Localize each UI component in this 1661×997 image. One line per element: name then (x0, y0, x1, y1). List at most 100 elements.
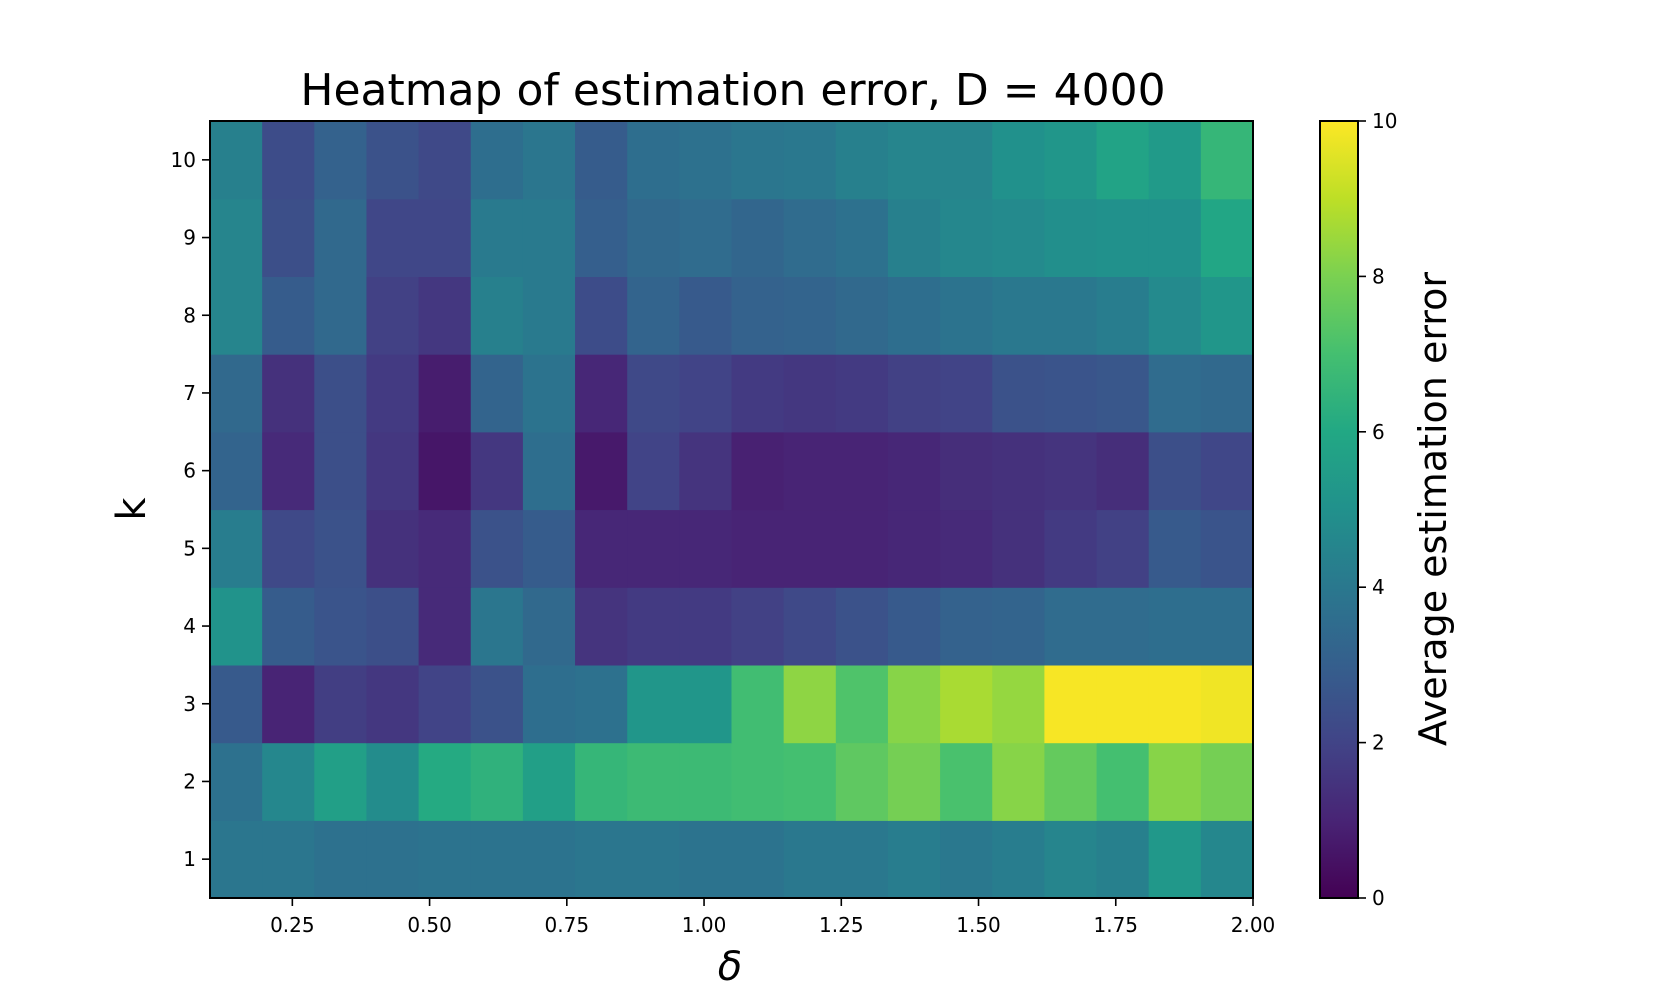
heatmap-cell (835, 354, 889, 433)
heatmap-cell (1148, 509, 1202, 588)
x-tick-label: 0.75 (545, 913, 590, 937)
heatmap-cell (262, 509, 315, 588)
heatmap-cell (783, 431, 837, 511)
heatmap-cell (887, 276, 941, 355)
heatmap-cell (1148, 587, 1202, 666)
heatmap-cell (262, 431, 315, 511)
heatmap-cell (679, 509, 733, 588)
heatmap-cell (366, 198, 420, 277)
heatmap-cell (210, 509, 263, 588)
colorbar (1319, 120, 1359, 899)
heatmap-cell (314, 509, 368, 588)
y-tick-label: 1 (183, 847, 196, 871)
heatmap-cell (835, 820, 889, 899)
heatmap-cell (835, 276, 889, 355)
heatmap-cell (1044, 587, 1098, 666)
colorbar-tick-label: 2 (1372, 731, 1385, 755)
y-tick-label: 6 (183, 459, 196, 483)
heatmap-cell (1148, 276, 1202, 355)
heatmap-cell (627, 509, 680, 588)
heatmap-cell (575, 587, 628, 666)
x-tick-label: 1.50 (956, 913, 1001, 937)
x-tick-label: 0.25 (270, 913, 315, 937)
heatmap-cell (835, 664, 889, 744)
heatmap-cell (210, 276, 263, 355)
heatmap-cell (314, 276, 368, 355)
heatmap-cell (366, 354, 420, 433)
heatmap-cell (262, 820, 315, 899)
heatmap-cell (522, 121, 576, 200)
heatmap-cell (992, 121, 1045, 200)
heatmap-cell (783, 276, 837, 355)
colorbar-axis: 0 2 4 6 8 10 (1358, 109, 1397, 910)
heatmap-cell (418, 509, 472, 588)
heatmap-cell (262, 664, 315, 744)
heatmap-cell (679, 354, 733, 433)
heatmap-cell (887, 820, 941, 899)
heatmap-cell (418, 587, 472, 666)
heatmap-cell (470, 354, 524, 433)
heatmap-cell (522, 276, 576, 355)
heatmap-cell (627, 820, 680, 899)
heatmap-cell (1096, 276, 1150, 355)
heatmap-cell (992, 354, 1045, 433)
heatmap-cell (1200, 198, 1254, 277)
heatmap-cell (1044, 121, 1098, 200)
heatmap-cell (992, 198, 1045, 277)
heatmap-cell (1096, 121, 1150, 200)
heatmap-cell (783, 509, 837, 588)
heatmap-cell (210, 354, 263, 433)
heatmap-cell (366, 509, 420, 588)
heatmap-cell (783, 742, 837, 821)
heatmap-cell (314, 121, 368, 200)
heatmap-cell (1200, 587, 1254, 666)
heatmap-cell (679, 121, 733, 200)
heatmap-cell (731, 121, 785, 200)
heatmap-cell (366, 664, 420, 744)
heatmap-cell (470, 431, 524, 511)
heatmap-cell (522, 509, 576, 588)
heatmap-cell (731, 509, 785, 588)
heatmap-cell (940, 276, 993, 355)
heatmap-cell (262, 198, 315, 277)
heatmap-cell (1148, 121, 1202, 200)
heatmap-cell (627, 664, 680, 744)
colorbar-tick-label: 4 (1372, 575, 1385, 599)
heatmap-cell (992, 820, 1045, 899)
heatmap-cell (1096, 820, 1150, 899)
heatmap-cell (470, 509, 524, 588)
heatmap-cell (470, 820, 524, 899)
heatmap-cell (1148, 354, 1202, 433)
heatmap-cell (940, 121, 993, 200)
heatmap-cell (679, 276, 733, 355)
heatmap-cell (1096, 587, 1150, 666)
heatmap-cell (418, 664, 472, 744)
heatmap-cell (1148, 198, 1202, 277)
heatmap-cell (470, 742, 524, 821)
heatmap-cell (679, 742, 733, 821)
colorbar-tick-label: 8 (1372, 264, 1385, 288)
heatmap-cell (522, 354, 576, 433)
y-tick-label: 5 (183, 536, 196, 560)
heatmap-cell (470, 276, 524, 355)
heatmap-cell (314, 664, 368, 744)
heatmap-cell (210, 664, 263, 744)
heatmap-cell (262, 121, 315, 200)
heatmap-cell (835, 121, 889, 200)
heatmap-cell (366, 587, 420, 666)
heatmap-cell (627, 121, 680, 200)
heatmap-cell (679, 587, 733, 666)
heatmap-cell (418, 354, 472, 433)
heatmap-cell (627, 587, 680, 666)
colorbar-tick-label: 10 (1372, 109, 1397, 133)
heatmap-cell (314, 742, 368, 821)
heatmap-cell (210, 587, 263, 666)
heatmap-cell (783, 198, 837, 277)
heatmap-cell (679, 664, 733, 744)
x-axis-label: δ (718, 944, 742, 990)
heatmap-cell (940, 664, 993, 744)
heatmap-cell (783, 664, 837, 744)
heatmap-cell (835, 431, 889, 511)
heatmap-cell (575, 664, 628, 744)
heatmap-cell (731, 742, 785, 821)
